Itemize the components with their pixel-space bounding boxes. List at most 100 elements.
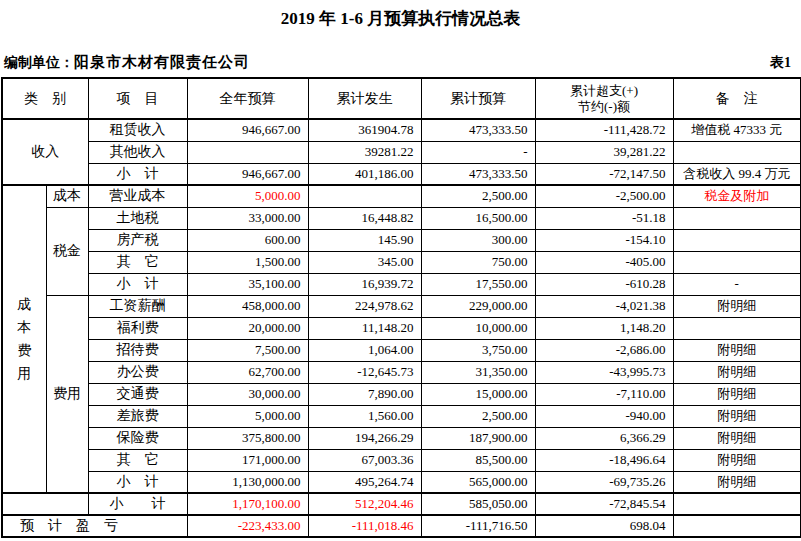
item-cell: 租赁收入: [88, 119, 187, 141]
table-row-land-tax: 税金 土地税 33,000.00 16,448.82 16,500.00 -51…: [2, 207, 801, 229]
cumulative-budget-cell: 300.00: [421, 229, 535, 251]
item-cell: 小 计: [88, 493, 187, 515]
remark-cell: 附明细: [673, 339, 801, 361]
remark-cell: [673, 141, 801, 163]
page-title: 2019 年 1-6 月预算执行情况总表: [0, 0, 801, 31]
cumulative-actual-cell: 145.90: [308, 229, 421, 251]
subcategory-cell-tax: 税金: [46, 207, 88, 295]
variance-cell: -7,110.00: [535, 383, 673, 405]
cumulative-budget-cell: 85,500.00: [421, 449, 535, 471]
variance-cell: -940.00: [535, 405, 673, 427]
unit-label: 编制单位：: [4, 55, 74, 70]
cumulative-budget-cell: 473,333.50: [421, 163, 535, 185]
table-row-tax-subtotal: 小 计 35,100.00 16,939.72 17,550.00 -610.2…: [2, 273, 801, 295]
profit-loss-label-cell: 预 计 盈 亏: [2, 515, 187, 537]
cumulative-budget-cell: -: [421, 141, 535, 163]
cumulative-actual-cell: 7,890.00: [308, 383, 421, 405]
remark-cell: [673, 229, 801, 251]
item-cell: 保险费: [88, 427, 187, 449]
variance-cell: -69,735.26: [535, 471, 673, 493]
col-header-item: 项 目: [88, 78, 187, 119]
remark-cell: 含税收入 99.4 万元: [673, 163, 801, 185]
cumulative-budget-cell: 187,900.00: [421, 427, 535, 449]
cumulative-actual-cell: 361904.78: [308, 119, 421, 141]
cumulative-budget-cell: 10,000.00: [421, 317, 535, 339]
cumulative-actual-cell: 1,560.00: [308, 405, 421, 427]
category-cell-income: 收入: [2, 119, 88, 185]
remark-cell: 税金及附加: [673, 185, 801, 207]
annual-budget-cell: 946,667.00: [187, 163, 308, 185]
meta-row: 编制单位：阳泉市木材有限责任公司 表1: [4, 52, 791, 73]
col-header-cumulative-actual: 累计发生: [308, 78, 421, 119]
empty-category-cell: [2, 493, 88, 515]
budget-table: 类 别 项 目 全年预算 累计发生 累计预算 累计超支(+) 节约(-)额 备 …: [1, 77, 801, 538]
variance-cell: -405.00: [535, 251, 673, 273]
variance-header-line2: 节约(-)额: [536, 99, 673, 115]
variance-cell: -111,428.72: [535, 119, 673, 141]
item-cell: 办公费: [88, 361, 187, 383]
remark-cell: 附明细: [673, 361, 801, 383]
cumulative-budget-cell: 2,500.00: [421, 185, 535, 207]
sheet-number: 表1: [770, 53, 791, 73]
item-cell: 福利费: [88, 317, 187, 339]
cumulative-budget-cell: -111,716.50: [421, 515, 535, 537]
cumulative-actual-cell: [308, 185, 421, 207]
cumulative-budget-cell: 585,050.00: [421, 493, 535, 515]
variance-cell: -43,995.73: [535, 361, 673, 383]
annual-budget-cell: 600.00: [187, 229, 308, 251]
item-cell: 房产税: [88, 229, 187, 251]
cumulative-budget-cell: 17,550.00: [421, 273, 535, 295]
item-cell: 交通费: [88, 383, 187, 405]
item-cell: 招待费: [88, 339, 187, 361]
cumulative-budget-cell: 3,750.00: [421, 339, 535, 361]
remark-cell: [673, 317, 801, 339]
cumulative-budget-cell: 473,333.50: [421, 119, 535, 141]
table-row-entertainment: 招待费 7,500.00 1,064.00 3,750.00 -2,686.00…: [2, 339, 801, 361]
remark-cell: [673, 251, 801, 273]
remark-cell: 增值税 47333 元: [673, 119, 801, 141]
variance-cell: -72,147.50: [535, 163, 673, 185]
table-row-expense-other: 其 它 171,000.00 67,003.36 85,500.00 -18,4…: [2, 449, 801, 471]
remark-cell: -: [673, 273, 801, 295]
cumulative-budget-cell: 565,000.00: [421, 471, 535, 493]
remark-cell: 附明细: [673, 471, 801, 493]
subcategory-cell-expense: 费用: [46, 295, 88, 493]
table-row-property-tax: 房产税 600.00 145.90 300.00 -154.10: [2, 229, 801, 251]
col-header-category: 类 别: [2, 78, 88, 119]
cumulative-actual-cell: 11,148.20: [308, 317, 421, 339]
item-cell: 小 计: [88, 471, 187, 493]
annual-budget-cell: -223,433.00: [187, 515, 308, 537]
variance-cell: 1,148.20: [535, 317, 673, 339]
variance-cell: 39,281.22: [535, 141, 673, 163]
cumulative-actual-cell: 16,448.82: [308, 207, 421, 229]
col-header-variance: 累计超支(+) 节约(-)额: [535, 78, 673, 119]
annual-budget-cell: 1,130,000.00: [187, 471, 308, 493]
variance-cell: -154.10: [535, 229, 673, 251]
annual-budget-cell: 20,000.00: [187, 317, 308, 339]
item-cell: 其他收入: [88, 141, 187, 163]
table-row-office: 办公费 62,700.00 -12,645.73 31,350.00 -43,9…: [2, 361, 801, 383]
col-header-remark: 备 注: [673, 78, 801, 119]
table-row-income-subtotal: 小 计 946,667.00 401,186.00 473,333.50 -72…: [2, 163, 801, 185]
cumulative-budget-cell: 229,000.00: [421, 295, 535, 317]
cumulative-actual-cell: -111,018.46: [308, 515, 421, 537]
item-cell: 其 它: [88, 449, 187, 471]
item-cell: 差旅费: [88, 405, 187, 427]
remark-cell: 附明细: [673, 427, 801, 449]
cumulative-actual-cell: 345.00: [308, 251, 421, 273]
cumulative-budget-cell: 750.00: [421, 251, 535, 273]
cumulative-actual-cell: 16,939.72: [308, 273, 421, 295]
unit-name: 阳泉市木材有限责任公司: [74, 54, 250, 70]
table-row-expense-subtotal: 小 计 1,130,000.00 495,264.74 565,000.00 -…: [2, 471, 801, 493]
table-row-travel: 差旅费 5,000.00 1,560.00 2,500.00 -940.00 附…: [2, 405, 801, 427]
item-cell: 小 计: [88, 163, 187, 185]
annual-budget-cell: 7,500.00: [187, 339, 308, 361]
cumulative-actual-cell: 495,264.74: [308, 471, 421, 493]
remark-cell: [673, 515, 801, 537]
annual-budget-cell: [187, 141, 308, 163]
variance-cell: -2,686.00: [535, 339, 673, 361]
cumulative-actual-cell: 512,204.46: [308, 493, 421, 515]
variance-cell: 698.04: [535, 515, 673, 537]
variance-header-line1: 累计超支(+): [536, 83, 673, 99]
subcategory-cell-cost: 成本: [46, 185, 88, 207]
